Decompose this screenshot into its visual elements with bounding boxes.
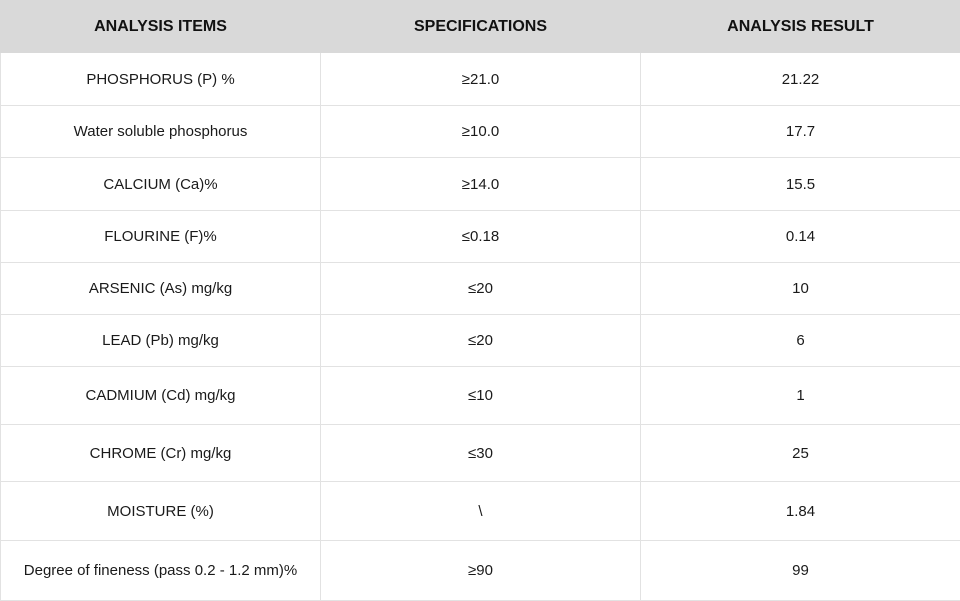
header-cell: ANALYSIS RESULT xyxy=(641,1,960,53)
table-cell: Degree of fineness (pass 0.2 - 1.2 mm)% xyxy=(1,541,321,601)
table-row: Degree of fineness (pass 0.2 - 1.2 mm)%≥… xyxy=(1,541,960,601)
table-cell: PHOSPHORUS (P) % xyxy=(1,53,321,106)
table-cell: Water soluble phosphorus xyxy=(1,106,321,158)
table-cell: ARSENIC (As) mg/kg xyxy=(1,263,321,315)
table-cell: 1 xyxy=(641,367,960,425)
table-cell: ≥10.0 xyxy=(321,106,641,158)
table-cell: ≥90 xyxy=(321,541,641,601)
table-cell: ≤20 xyxy=(321,315,641,367)
table-cell: ≤30 xyxy=(321,425,641,482)
table-cell: CHROME (Cr) mg/kg xyxy=(1,425,321,482)
table-cell: CADMIUM (Cd) mg/kg xyxy=(1,367,321,425)
table-cell: ≤20 xyxy=(321,263,641,315)
table-cell: 17.7 xyxy=(641,106,960,158)
table-cell: 99 xyxy=(641,541,960,601)
table-cell: ≤0.18 xyxy=(321,211,641,263)
table-cell: ≤10 xyxy=(321,367,641,425)
table-cell: ≥21.0 xyxy=(321,53,641,106)
table-cell: 15.5 xyxy=(641,158,960,211)
table-cell: FLOURINE (F)% xyxy=(1,211,321,263)
table-cell: ≥14.0 xyxy=(321,158,641,211)
table-cell: \ xyxy=(321,482,641,541)
table-cell: 0.14 xyxy=(641,211,960,263)
header-cell: ANALYSIS ITEMS xyxy=(1,1,321,53)
table-cell: CALCIUM (Ca)% xyxy=(1,158,321,211)
header-cell: SPECIFICATIONS xyxy=(321,1,641,53)
table-cell: MOISTURE (%) xyxy=(1,482,321,541)
table-cell: 21.22 xyxy=(641,53,960,106)
table-cell: 25 xyxy=(641,425,960,482)
table-cell: LEAD (Pb) mg/kg xyxy=(1,315,321,367)
table-cell: 6 xyxy=(641,315,960,367)
table-row: MOISTURE (%)\1.84 xyxy=(1,482,960,541)
table-cell: 1.84 xyxy=(641,482,960,541)
table-cell: 10 xyxy=(641,263,960,315)
